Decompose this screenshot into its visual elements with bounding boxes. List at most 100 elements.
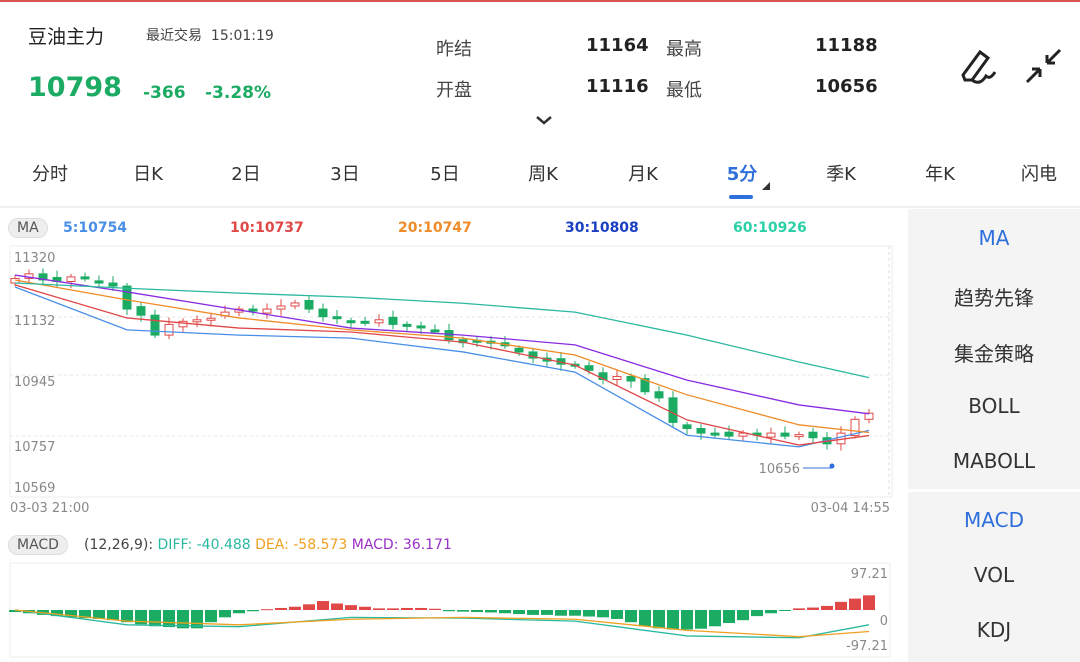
y-tick-label: 11320 xyxy=(14,251,55,266)
tab-period[interactable]: 日K xyxy=(133,164,163,185)
tab-period[interactable]: 闪电 xyxy=(1021,164,1057,185)
candle xyxy=(164,323,174,336)
tab-period[interactable]: 2日 xyxy=(231,164,261,185)
candle xyxy=(80,276,90,280)
top-border xyxy=(0,0,1080,2)
tab-period[interactable]: 月K xyxy=(628,164,658,185)
candle xyxy=(640,378,650,393)
candle xyxy=(766,432,776,438)
macd-bar xyxy=(415,607,427,610)
macd-bar xyxy=(611,610,623,619)
ma20-value: 20:10747 xyxy=(398,220,472,236)
tab-period[interactable]: 3日 xyxy=(330,164,360,185)
macd-y-tick: 97.21 xyxy=(851,567,888,582)
candle xyxy=(416,325,426,329)
candle xyxy=(304,299,314,310)
candle xyxy=(374,319,384,324)
candle xyxy=(318,308,328,318)
macd-bar xyxy=(569,610,581,616)
candle xyxy=(136,306,146,316)
macd-bar xyxy=(471,610,483,613)
macd-value: MACD: 36.171 xyxy=(351,537,452,553)
candle xyxy=(696,428,706,434)
ma-line-ma60 xyxy=(14,282,870,379)
macd-bar xyxy=(681,610,693,630)
kline-chart[interactable]: 11320 11132 10945 10757 10569 10656 03-03 21:0… xyxy=(0,0,905,662)
macd-bar xyxy=(205,610,217,623)
macd-bar xyxy=(457,610,469,612)
indicator-option[interactable]: BOLL xyxy=(968,394,1020,418)
ma-indicator-pill[interactable]: MA xyxy=(8,218,48,238)
macd-bar xyxy=(737,610,749,621)
candle xyxy=(346,320,356,324)
macd-bar xyxy=(653,610,665,629)
indicator-option[interactable]: 集金策略 xyxy=(954,342,1034,366)
candle xyxy=(94,280,104,284)
macd-bar xyxy=(527,610,539,615)
macd-bar xyxy=(821,605,833,610)
candle xyxy=(682,424,692,430)
indicator-option[interactable]: KDJ xyxy=(976,618,1012,642)
macd-bar xyxy=(345,605,357,610)
macd-bar xyxy=(9,610,21,613)
candle xyxy=(808,431,818,439)
collapse-icon[interactable] xyxy=(1025,48,1062,84)
tab-period[interactable]: 5日 xyxy=(430,164,460,185)
indicator-option[interactable]: VOL xyxy=(973,563,1015,587)
ma-line-ma20 xyxy=(14,279,870,434)
macd-bar xyxy=(149,610,161,627)
macd-bar xyxy=(247,610,259,612)
macd-bar xyxy=(443,610,455,612)
macd-bar xyxy=(429,608,441,610)
candle xyxy=(794,434,804,438)
last-price: 10798 xyxy=(28,72,122,103)
macd-bar xyxy=(667,610,679,630)
macd-bar xyxy=(695,610,707,629)
y-tick-label: 10945 xyxy=(14,375,55,390)
stat-value: 10656 xyxy=(815,76,878,97)
candle xyxy=(654,391,664,399)
indicator-option[interactable]: MA xyxy=(978,226,1010,250)
candle xyxy=(332,316,342,320)
stat-label: 最低 xyxy=(666,80,702,101)
macd-bar xyxy=(485,610,497,613)
macd-y-tick: -97.21 xyxy=(846,639,888,654)
ma-line-ma5 xyxy=(14,286,870,448)
macd-bar xyxy=(121,610,133,623)
tab-period[interactable]: 周K xyxy=(528,164,558,185)
candle xyxy=(38,273,48,281)
macd-bar xyxy=(51,610,63,617)
candle xyxy=(584,365,594,371)
low-price-label: 10656 xyxy=(759,462,800,477)
indicator-option[interactable]: MABOLL xyxy=(952,449,1036,473)
macd-bar xyxy=(331,603,343,610)
macd-indicator-pill[interactable]: MACD xyxy=(8,535,68,555)
macd-bar xyxy=(513,610,525,615)
indicator-option[interactable]: 趋势先锋 xyxy=(954,286,1034,310)
macd-bar xyxy=(835,601,847,610)
macd-bar xyxy=(541,610,553,615)
candle xyxy=(612,375,622,381)
macd-y-tick: 0 xyxy=(880,614,888,629)
draw-icon[interactable] xyxy=(961,49,997,84)
macd-params: (12,26,9): xyxy=(84,537,154,553)
ma5-value: 5:10754 xyxy=(63,220,128,236)
y-tick-label: 10757 xyxy=(14,440,55,455)
macd-bar xyxy=(779,610,791,611)
macd-bar xyxy=(793,608,805,610)
macd-bar xyxy=(709,610,721,627)
tab-period[interactable]: 年K xyxy=(925,164,955,185)
contract-name: 豆油主力 xyxy=(28,26,105,48)
tab-period[interactable]: 分时 xyxy=(32,164,68,185)
ma60-value: 60:10926 xyxy=(733,220,807,236)
tab-period[interactable]: 季K xyxy=(826,164,856,185)
price-change: -366 xyxy=(143,83,186,103)
indicator-option[interactable]: MACD xyxy=(964,508,1024,532)
candle xyxy=(864,412,874,420)
candle xyxy=(206,317,216,321)
tab-period[interactable]: 5分 xyxy=(726,164,758,185)
macd-bar xyxy=(317,601,329,610)
macd-bar xyxy=(177,610,189,629)
diff-line xyxy=(14,609,870,639)
candle xyxy=(710,432,720,436)
